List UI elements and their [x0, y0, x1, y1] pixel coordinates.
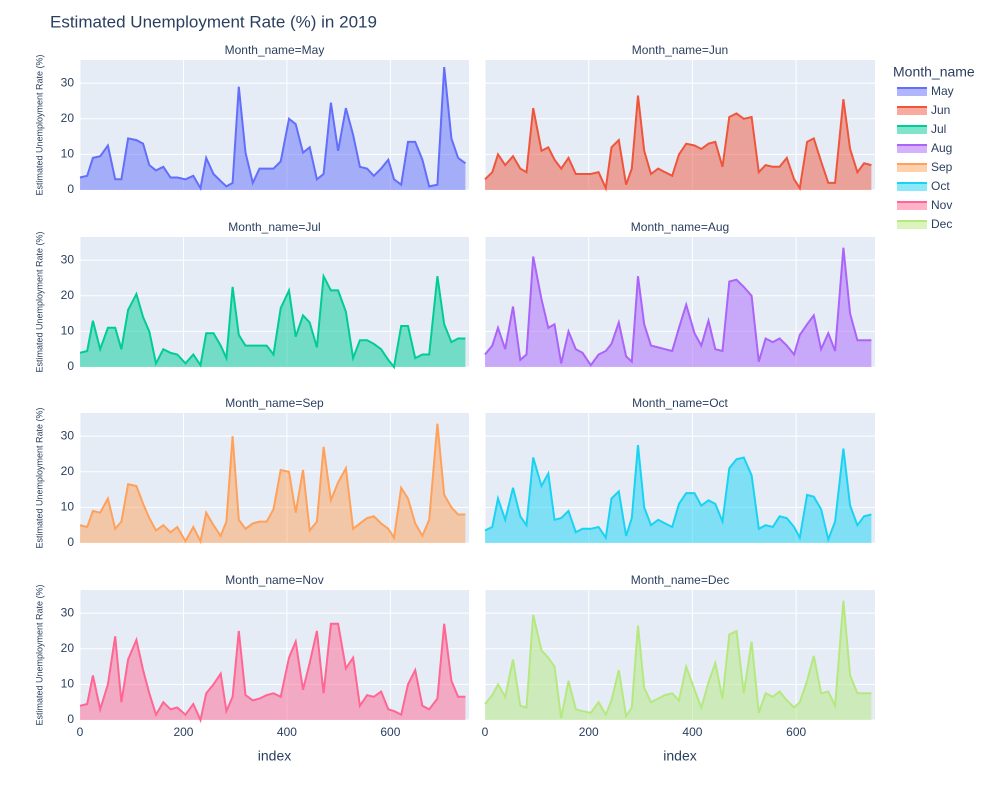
x-tick-label: 200	[173, 725, 193, 739]
facet-title: Month_name=Dec	[631, 573, 729, 587]
facet-title: Month_name=Sep	[225, 396, 324, 410]
x-tick-label: 0	[77, 725, 84, 739]
facet-title: Month_name=May	[225, 43, 325, 57]
legend-swatch	[897, 164, 927, 172]
legend-swatch	[897, 107, 927, 115]
y-tick-label: 30	[61, 252, 75, 266]
facet-title: Month_name=Jun	[632, 43, 728, 57]
legend-label: Jul	[931, 122, 946, 136]
y-tick-label: 30	[61, 605, 75, 619]
x-tick-label: 200	[579, 725, 599, 739]
chart-title: Estimated Unemployment Rate (%) in 2019	[50, 12, 377, 31]
area-fill	[485, 95, 872, 190]
legend-swatch	[897, 126, 927, 134]
x-axis-label: index	[258, 748, 291, 764]
y-tick-label: 20	[61, 288, 75, 302]
y-tick-label: 0	[67, 359, 74, 373]
y-axis-label: Estimated Unemployment Rate (%)	[34, 407, 44, 548]
area-line	[79, 272, 466, 370]
area-line	[484, 95, 872, 192]
facet-title: Month_name=Oct	[632, 396, 728, 410]
legend-swatch	[897, 145, 927, 153]
legend-label: Aug	[931, 141, 952, 155]
area-line	[484, 600, 872, 720]
y-tick-label: 10	[61, 677, 75, 691]
legend-swatch	[897, 183, 927, 191]
facet-title: Month_name=Jul	[228, 220, 320, 234]
y-axis-label: Estimated Unemployment Rate (%)	[34, 231, 44, 372]
y-tick-label: 20	[61, 464, 75, 478]
x-axis-label: index	[663, 748, 696, 764]
legend-swatch	[897, 88, 927, 96]
y-axis-label: Estimated Unemployment Rate (%)	[34, 584, 44, 725]
legend-label: Jun	[931, 103, 950, 117]
area-line	[484, 445, 872, 543]
area-line	[79, 66, 466, 192]
y-tick-label: 20	[61, 111, 75, 125]
legend-label: Dec	[931, 217, 952, 231]
legend-label: Sep	[931, 160, 953, 174]
y-tick-label: 30	[61, 428, 75, 442]
x-tick-label: 400	[682, 725, 702, 739]
y-tick-label: 0	[67, 535, 74, 549]
y-tick-label: 30	[61, 75, 75, 89]
legend-label: May	[931, 84, 954, 98]
area-fill	[485, 247, 872, 367]
y-tick-label: 0	[67, 182, 74, 196]
area-fill	[80, 423, 466, 543]
legend-label: Nov	[931, 198, 952, 212]
y-axis-label: Estimated Unemployment Rate (%)	[34, 54, 44, 195]
area-fill	[80, 276, 466, 367]
legend-swatch	[897, 221, 927, 229]
x-tick-label: 400	[277, 725, 297, 739]
x-tick-label: 600	[380, 725, 400, 739]
y-tick-label: 20	[61, 641, 75, 655]
legend-title: Month_name	[893, 64, 975, 80]
facet-title: Month_name=Nov	[225, 573, 323, 587]
y-tick-label: 10	[61, 500, 75, 514]
facet-title: Month_name=Aug	[631, 220, 729, 234]
legend-swatch	[897, 202, 927, 210]
y-tick-label: 10	[61, 147, 75, 161]
x-tick-label: 600	[786, 725, 806, 739]
x-tick-label: 0	[482, 725, 489, 739]
area-line	[79, 622, 466, 724]
y-tick-label: 10	[61, 324, 75, 338]
area-fill	[485, 445, 872, 543]
area-line	[79, 423, 466, 545]
legend-label: Oct	[931, 179, 950, 193]
y-tick-label: 0	[67, 712, 74, 726]
area-fill	[485, 600, 872, 720]
area-line	[484, 247, 872, 367]
